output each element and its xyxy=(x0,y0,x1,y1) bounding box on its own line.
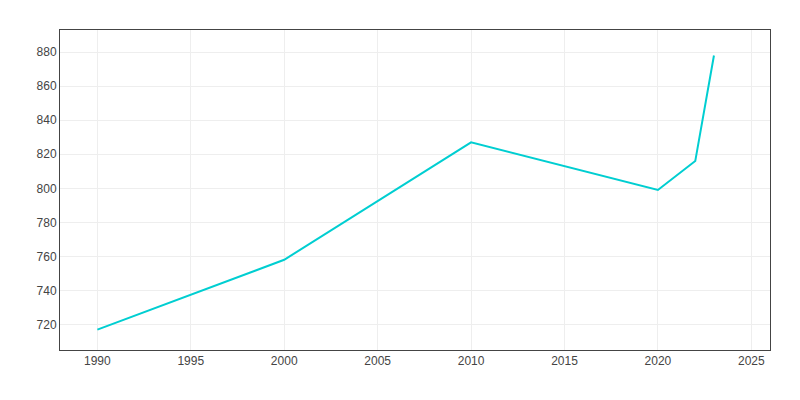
svg-text:2020: 2020 xyxy=(645,354,672,368)
svg-text:760: 760 xyxy=(37,250,57,264)
svg-text:2005: 2005 xyxy=(364,354,391,368)
svg-text:780: 780 xyxy=(37,216,57,230)
svg-text:880: 880 xyxy=(37,45,57,59)
svg-text:800: 800 xyxy=(37,182,57,196)
svg-text:2025: 2025 xyxy=(738,354,765,368)
svg-text:2000: 2000 xyxy=(271,354,298,368)
svg-text:720: 720 xyxy=(37,318,57,332)
svg-text:740: 740 xyxy=(37,284,57,298)
svg-text:1995: 1995 xyxy=(177,354,204,368)
svg-text:820: 820 xyxy=(37,147,57,161)
svg-text:840: 840 xyxy=(37,113,57,127)
svg-text:2015: 2015 xyxy=(551,354,578,368)
svg-text:1990: 1990 xyxy=(84,354,111,368)
svg-text:860: 860 xyxy=(37,79,57,93)
svg-text:2010: 2010 xyxy=(458,354,485,368)
